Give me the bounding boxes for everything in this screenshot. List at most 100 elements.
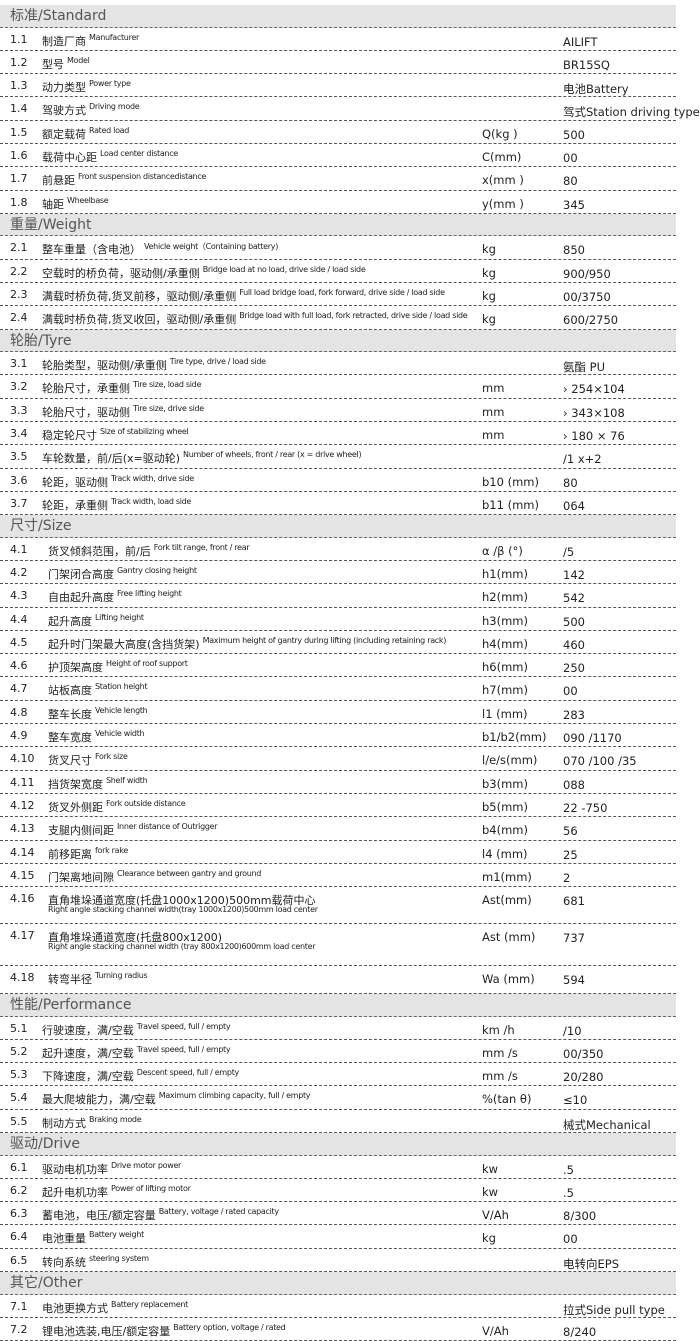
spec-row: 1.6 载荷中心距 Load center distance C(mm) 00 [0,144,676,168]
section-header: 性能/Performance [0,994,676,1017]
item-name: 锂电池选装,电压/额定容量 Battery option, voltage / r… [42,1322,286,1338]
item-number: 5.2 [10,1044,28,1058]
item-number: 5.5 [10,1114,28,1128]
item-name-en: steering system [89,1253,149,1263]
value: 542 [563,591,585,606]
spec-row: 4.3 自由起升高度 Free lifting height h2(mm) 542 [0,584,676,608]
item-number: 4.18 [10,971,35,985]
item-name: 满载时桥负荷,货叉收回，驱动侧/承重侧 Bridge load with full… [42,311,468,327]
spec-row: 3.2 轮胎尺寸，承重侧 Tire size, load side mm › 254×1… [0,375,676,399]
item-name-en: Travel speed, full / empty [136,1044,231,1054]
unit: km /h [482,1022,515,1037]
item-name-en: Battery, voltage / rated capacity [158,1207,279,1217]
item-name-en: fork rake [95,845,128,855]
spec-row: 6.2 起升电机功率 Power of lifting motor kw .5 [0,1179,676,1203]
item-name: 载荷中心距 Load center distance [42,148,178,164]
spec-row: 1.8 轴距 Wheelbase y(mm ) 345 [0,191,676,214]
item-number: 5.1 [10,1021,28,1035]
item-name-en: Battery weight [89,1230,144,1240]
unit: b3(mm) [482,776,528,791]
unit: V/Ah [482,1208,509,1223]
spec-row: 4.7 站板高度 Station height h7(mm) 00 [0,677,676,701]
value: /10 [563,1023,582,1038]
item-number: 1.6 [10,148,28,162]
value: 2 [563,870,571,885]
value: 80 [563,174,578,189]
item-name: 制动方式 Braking mode [42,1114,142,1130]
value: 500 [563,614,585,629]
item-name-en: Full load bridge load, fork forward, dri… [239,287,445,297]
item-number: 3.1 [10,357,28,371]
item-name-en: Tire size, drive side [133,403,204,413]
value: 460 [563,637,585,652]
item-name: 空载时的桥负荷，驱动侧/承重侧 Bridge load at no load, d… [42,264,366,280]
item-name: 电池重量 Battery weight [42,1230,144,1246]
item-number: 4.17 [10,929,35,943]
item-name: 轮胎类型，驱动侧/承重侧 Tire type, drive / load side [42,357,266,373]
unit: Q(kg ) [482,126,518,141]
item-name: 车轮数量，前/后(x=驱动轮) Number of wheels, front /… [42,450,362,466]
item-name: 货叉尺寸 Fork size [48,752,128,768]
item-name: 整车重量（含电池） Vehicle weight（Containing batte… [42,242,279,257]
value: 80 [563,475,578,490]
item-name-en: Track width, load side [111,496,192,506]
section-header: 轮胎/Tyre [0,329,676,353]
value: .5 [563,1162,574,1177]
value: 00/350 [563,1046,604,1061]
item-number: 4.11 [10,775,35,789]
item-name-en: Load center distance [100,148,178,158]
unit: mm [482,381,505,396]
unit: b4(mm) [482,823,528,838]
spec-row: 7.2 锂电池选装,电压/额定容量 Battery option, voltage … [0,1318,676,1341]
item-number: 3.6 [10,473,28,487]
item-name-en: Wheelbase [67,195,109,205]
item-number: 4.9 [10,729,28,743]
item-number: 4.10 [10,752,35,766]
item-number: 2.3 [10,287,28,301]
spec-row: 1.5 额定载荷 Rated load Q(kg ) 500 [0,121,676,144]
item-name: 货叉倾斜范围，前/后 Fork tilt range, front / rear [48,542,250,558]
item-number: 4.7 [10,682,28,696]
spec-row: 3.5 车轮数量，前/后(x=驱动轮) Number of wheels, fron… [0,445,676,469]
item-name: 门架闭合高度 Gantry closing height [48,565,197,581]
spec-row: 1.7 前悬距 Front suspension distancedistance x… [0,167,676,191]
unit: l/e/s(mm) [482,753,538,768]
spec-row: 4.4 起升高度 Lifting height h3(mm) 500 [0,608,676,631]
spec-row: 4.10 货叉尺寸 Fork size l/e/s(mm) 070 /100 /35 [0,747,676,771]
item-name: 最大爬坡能力，满/空载 Maximum climbing capacity, fu… [42,1091,311,1107]
item-name: 电池更换方式 Battery replacement [42,1299,188,1315]
item-name: 门架离地间隙 Clearance between gantry and groun… [48,868,262,884]
item-number: 6.1 [10,1160,28,1174]
item-name: 起升电机功率 Power of lifting motor [42,1183,191,1199]
value: /5 [563,544,575,559]
value: › 180 × 76 [563,428,625,443]
item-name-en: Bridge load with full load, fork retract… [239,311,468,321]
spec-row: 1.2 型号 Model BR15SQ [0,51,676,75]
item-name-en: Vehicle weight（Containing battery) [144,242,279,252]
item-name-en: Height of roof support [106,659,188,669]
value: BR15SQ [563,57,610,72]
item-name-en: Manufacturer [89,32,139,42]
value: 737 [563,931,585,946]
item-name-en: Right angle stacking channel width (tray… [48,942,316,952]
value: /1 x+2 [563,452,602,467]
item-number: 4.15 [10,868,35,882]
item-name: 驾驶方式 Driving mode [42,102,140,118]
unit: kw [482,1161,499,1176]
item-name: 前悬距 Front suspension distancedistance [42,172,207,188]
value: 070 /100 /35 [563,754,637,769]
item-name-en: Tire size, load side [133,380,202,390]
item-name: 轮距，承重侧 Track width, load side [42,496,192,512]
item-number: 6.4 [10,1230,28,1244]
unit: mm /s [482,1069,518,1084]
item-name: 额定载荷 Rated load [42,125,130,141]
item-number: 7.2 [10,1322,28,1336]
item-name-en: Fork outside distance [106,798,186,808]
unit: kg [482,265,496,280]
value: .5 [563,1185,574,1200]
unit: h6(mm) [482,660,528,675]
item-name-en: Power type [89,79,131,89]
unit: kg [482,1231,496,1246]
item-name-en: Front suspension distancedistance [78,172,207,182]
item-name: 稳定轮尺寸 Size of stabilizing wheel [42,426,189,442]
